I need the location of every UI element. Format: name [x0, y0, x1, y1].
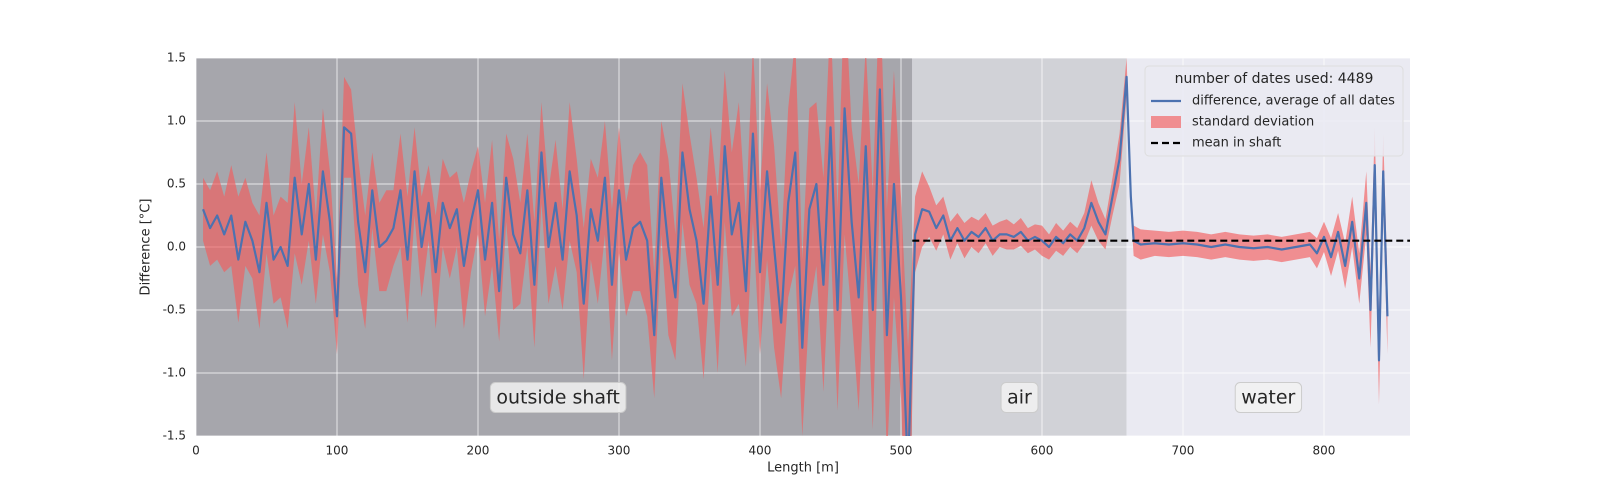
region-label-box — [1000, 382, 1039, 413]
y-tick-label: -0.5 — [163, 303, 186, 317]
x-tick-label: 400 — [749, 444, 772, 458]
y-tick-label: 1.0 — [167, 114, 186, 128]
legend-box — [1144, 65, 1404, 157]
region-label: water — [1241, 387, 1295, 409]
legend-label: mean in shaft — [1192, 136, 1281, 151]
x-tick-label: 600 — [1031, 444, 1054, 458]
y-tick-label: 0.0 — [167, 240, 186, 254]
y-tick-label: 1.5 — [167, 51, 186, 65]
legend-swatch — [1151, 116, 1181, 128]
labels: 0 100 200 300 400 500 600 700 800 -1.5 -1.0 -0.5 0.0… — [163, 51, 1336, 458]
y-tick-label: 0.5 — [167, 177, 186, 191]
x-tick-label: 200 — [467, 444, 490, 458]
x-tick-label: 500 — [890, 444, 913, 458]
std-band — [203, 58, 1388, 436]
x-tick-label: 300 — [608, 444, 631, 458]
region-label: outside shaft — [496, 387, 619, 409]
region-label-box — [489, 382, 627, 413]
legend-title: number of dates used: 4489 — [1175, 71, 1374, 87]
y-tick-label: -1.0 — [163, 366, 186, 380]
x-tick-label: 700 — [1172, 444, 1195, 458]
plot-area — [202, 58, 1410, 436]
region-label: air — [1007, 387, 1032, 409]
mean-line — [202, 75, 1389, 436]
legend-label: difference, average of all dates — [1192, 94, 1395, 109]
x-tick-label: 800 — [1313, 444, 1336, 458]
y-tick-label: -1.5 — [163, 429, 186, 443]
x-axis-label: Length [m] — [767, 461, 839, 476]
legend: number of dates used: 4489 difference, av… — [1144, 65, 1404, 157]
legend-label: standard deviation — [1192, 115, 1314, 130]
y-axis-label: Difference [°C] — [139, 199, 154, 296]
region-label-box — [1234, 382, 1303, 413]
x-tick-label: 0 — [192, 444, 200, 458]
x-tick-label: 100 — [326, 444, 349, 458]
